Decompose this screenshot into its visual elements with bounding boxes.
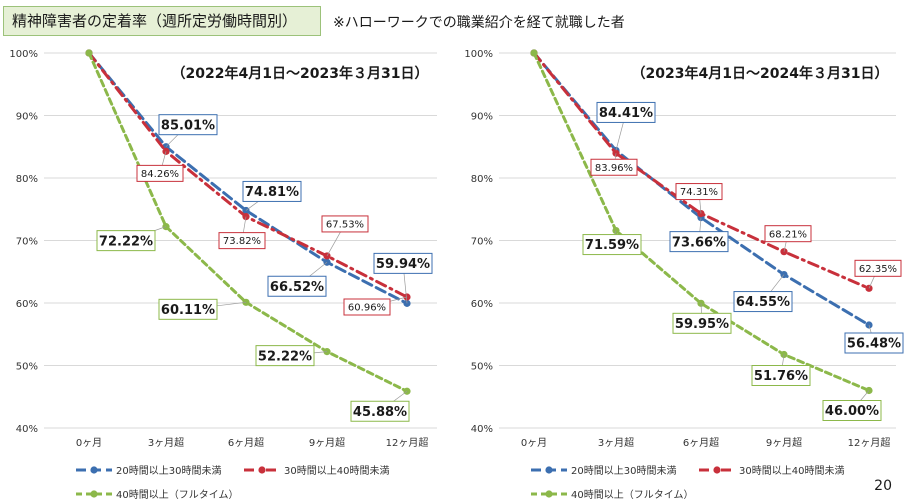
chart-title: （2022年4月1日～2023年３月31日） [172,65,429,82]
chart-title: （2023年4月1日～2024年３月31日） [632,65,889,82]
data-label-40h: 72.22% [99,234,153,249]
data-label-20-30h: 74.81% [245,185,299,200]
x-tick-label: 0ヶ月 [521,437,547,449]
data-label-box [321,215,369,233]
subtitle-note: ※ハローワークでの職業紹介を経て就職した者 [333,15,625,31]
x-tick-label: 3ヶ月超 [148,436,184,449]
data-label-30-40h: 67.53% [326,220,364,231]
data-label-box [242,180,302,202]
data-label-box [822,400,882,421]
data-label-box [733,291,793,313]
data-label-40h: 71.59% [585,238,639,253]
data-label-box [136,164,184,182]
data-label-20-30h: 59.94% [376,257,430,272]
y-tick-label: 40% [16,424,38,435]
data-label-40h: 46.00% [825,404,879,419]
y-tick-label: 100% [9,49,38,60]
legend-label-20-30h: 20時間以上30時間未満 [116,465,221,477]
x-tick-label: 9ヶ月超 [766,436,802,449]
data-label-30-40h: 83.96% [595,163,633,174]
data-label-box [373,252,433,274]
legend-label-40h: 40時間以上（フルタイム） [116,489,239,501]
data-label-box [350,400,410,422]
data-label-20-30h: 85.01% [161,118,215,133]
data-label-box [751,365,811,386]
x-tick-label: 12ヶ月超 [848,436,891,449]
x-tick-label: 6ヶ月超 [228,436,264,449]
data-label-40h: 45.88% [353,405,407,420]
data-label-20-30h: 64.55% [736,295,790,310]
y-tick-label: 90% [16,112,38,123]
data-label-30-40h: 60.96% [348,303,386,314]
data-label-20-30h: 56.48% [847,337,901,352]
data-label-box [158,114,218,136]
legend-label-40h: 40時間以上（フルタイム） [571,489,694,501]
chart-left: 40% 50% 60% 70% 80% 90% 100% 0ヶ月 3ヶ月超 6ヶ月超 9ヶ月超 12ヶ… [9,49,437,501]
data-label-box [596,101,656,123]
data-label-box [844,332,904,354]
data-label-20-30h: 66.52% [270,280,324,295]
data-label-40h: 52.22% [258,349,312,364]
y-tick-label: 50% [471,362,493,373]
data-label-box [582,234,642,256]
y-tick-label: 80% [471,174,493,185]
y-tick-label: 70% [16,237,38,248]
y-tick-label: 90% [471,112,493,123]
data-label-40h: 51.76% [754,369,808,384]
data-point-40h [85,49,93,57]
data-label-30-40h: 73.82% [223,236,261,247]
data-label-30-40h: 62.35% [859,264,897,275]
x-tick-label: 0ヶ月 [76,437,102,449]
data-label-box [590,158,638,176]
y-tick-label: 100% [464,49,493,60]
data-point-40h [530,49,538,57]
data-label-20-30h: 84.41% [599,106,653,121]
data-label-box [854,259,902,277]
data-label-30-40h: 68.21% [769,229,807,240]
data-label-box [675,183,723,201]
legend-label-30-40h: 30時間以上40時間未満 [284,465,389,477]
y-tick-label: 50% [16,362,38,373]
data-label-box [267,275,327,297]
legend-marker-30-40h [258,466,266,474]
y-tick-label: 40% [471,424,493,435]
page-title: 精神障害者の定着率（週所定労働時間別） [3,6,321,36]
y-tick-label: 80% [16,174,38,185]
data-label-box [218,232,266,250]
data-label-30-40h: 84.26% [141,169,179,180]
chart-right: 40% 50% 60% 70% 80% 90% 100% 0ヶ月 3ヶ月超 6ヶ月超 9ヶ月超 12ヶ… [464,49,904,501]
legend-label-20-30h: 20時間以上30時間未満 [571,465,676,477]
data-label-40h: 59.95% [675,317,729,332]
data-label-30-40h: 74.31% [680,187,718,198]
legend-marker-30-40h [713,466,721,474]
x-tick-label: 9ヶ月超 [309,436,345,449]
y-tick-label: 60% [16,299,38,310]
legend-marker-40h [545,490,553,498]
data-label-box [669,231,729,253]
data-label-20-30h: 73.66% [672,235,726,250]
legend-marker-20-30h [545,466,553,474]
data-label-box [255,345,315,367]
data-label-box [764,225,812,243]
x-tick-label: 3ヶ月超 [598,436,634,449]
data-label-box [672,312,732,334]
data-label-box [343,298,391,316]
data-label-40h: 60.11% [161,303,215,318]
x-tick-label: 12ヶ月超 [386,436,429,449]
legend-marker-40h [90,490,98,498]
legend-marker-20-30h [90,466,98,474]
page-number: 20 [874,478,892,494]
legend-label-30-40h: 30時間以上40時間未満 [739,465,844,477]
data-label-box [96,230,156,252]
y-tick-label: 70% [471,237,493,248]
y-tick-label: 60% [471,299,493,310]
x-tick-label: 6ヶ月超 [683,436,719,449]
series-line-40h [532,51,871,392]
data-label-box [158,298,218,320]
